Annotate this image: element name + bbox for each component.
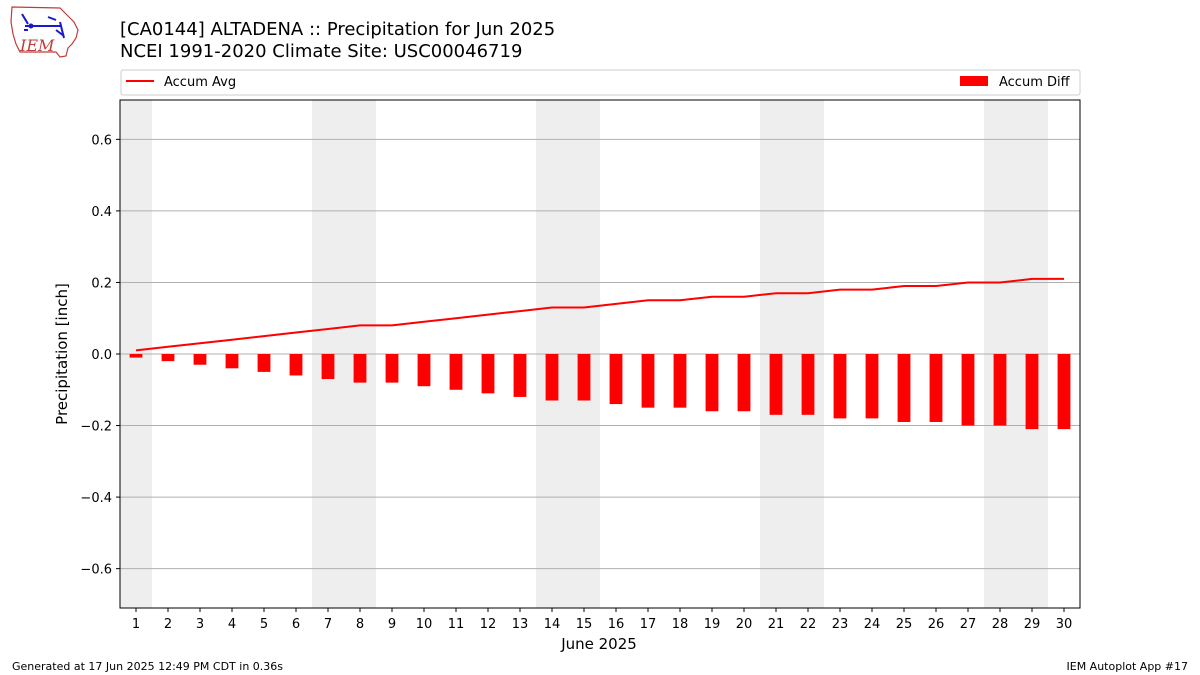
accum-diff-bar — [545, 354, 559, 401]
y-tick-label: 0.6 — [91, 133, 112, 148]
accum-diff-bar — [321, 354, 335, 380]
accum-diff-bar — [641, 354, 655, 408]
accum-diff-bar — [897, 354, 911, 422]
x-tick-label: 28 — [992, 617, 1009, 632]
x-tick-label: 9 — [388, 617, 396, 632]
x-axis-label: June 2025 — [560, 635, 637, 653]
accum-diff-bar — [737, 354, 751, 412]
x-tick-label: 26 — [928, 617, 945, 632]
accum-diff-bar — [257, 354, 271, 372]
x-tick-label: 18 — [672, 617, 689, 632]
x-tick-label: 17 — [640, 617, 657, 632]
x-tick-label: 10 — [416, 617, 433, 632]
iem-logo: IEM — [10, 6, 79, 58]
grid-lines — [120, 138, 1080, 570]
accum-diff-bar — [673, 354, 687, 408]
footer-generated: Generated at 17 Jun 2025 12:49 PM CDT in… — [12, 660, 283, 673]
x-tick-label: 12 — [480, 617, 497, 632]
x-tick-label: 14 — [544, 617, 561, 632]
y-tick-label: 0.0 — [91, 348, 112, 363]
chart-subtitle: NCEI 1991-2020 Climate Site: USC00046719 — [120, 41, 522, 62]
accum-diff-bar — [609, 354, 623, 405]
accum-diff-bar — [513, 354, 527, 397]
accum-diff-bar — [577, 354, 591, 401]
legend: Accum Avg Accum Diff — [120, 69, 1081, 96]
legend-bar-swatch — [960, 76, 988, 86]
accum-diff-bar — [129, 354, 143, 358]
x-tick-label: 30 — [1056, 617, 1073, 632]
legend-bar-label: Accum Diff — [999, 75, 1071, 90]
accum-diff-bar — [417, 354, 431, 387]
accum-diff-bar — [193, 354, 207, 365]
logo-text: IEM — [19, 36, 55, 55]
accum-diff-bar — [1057, 354, 1071, 430]
legend-line-label: Accum Avg — [164, 75, 236, 90]
y-tick-label: −0.4 — [80, 491, 112, 506]
y-tick-label: −0.2 — [80, 420, 112, 435]
x-tick-label: 4 — [228, 617, 236, 632]
y-tick-label: −0.6 — [80, 563, 112, 578]
accum-diff-bar — [353, 354, 367, 383]
y-axis-label: Precipitation [inch] — [53, 283, 71, 425]
x-tick-label: 19 — [704, 617, 721, 632]
x-tick-label: 7 — [324, 617, 332, 632]
x-tick-label: 13 — [512, 617, 529, 632]
accum-diff-bar — [769, 354, 783, 415]
y-tick-label: 0.2 — [91, 276, 112, 291]
x-axis-ticks: 1 2 3 4 5 6 7 8 9 10 11 12 13 14 15 16 17 18 19 20 21 22 23 24 2… — [132, 608, 1072, 632]
y-tick-label: 0.4 — [91, 205, 112, 220]
accum-diff-bar — [161, 354, 175, 362]
accum-diff-bar — [481, 354, 495, 394]
accum-diff-bar — [1025, 354, 1039, 430]
x-tick-label: 16 — [608, 617, 625, 632]
footer-app: IEM Autoplot App #17 — [1067, 660, 1189, 673]
x-tick-label: 22 — [800, 617, 817, 632]
x-tick-label: 6 — [292, 617, 300, 632]
accum-diff-bar — [705, 354, 719, 412]
accum-diff-bar — [929, 354, 943, 422]
accum-diff-bar — [385, 354, 399, 383]
accum-diff-bar — [225, 354, 239, 369]
accum-diff-bar — [993, 354, 1007, 426]
x-tick-label: 3 — [196, 617, 204, 632]
accum-diff-bar — [801, 354, 815, 415]
x-tick-label: 5 — [260, 617, 268, 632]
accum-avg-line — [135, 277, 1064, 352]
x-tick-label: 20 — [736, 617, 753, 632]
accum-diff-bar — [289, 354, 303, 376]
accum-diff-bar — [961, 354, 975, 426]
x-tick-label: 23 — [832, 617, 849, 632]
accum-diff-bar — [865, 354, 879, 419]
legend-frame — [120, 69, 1081, 96]
x-tick-label: 15 — [576, 617, 593, 632]
x-tick-label: 1 — [132, 617, 140, 632]
x-tick-label: 24 — [864, 617, 881, 632]
y-axis-ticks: 0.6 0.4 0.2 0.0 −0.2 −0.4 −0.6 — [80, 133, 120, 578]
x-tick-label: 2 — [164, 617, 172, 632]
x-tick-label: 27 — [960, 617, 977, 632]
accum-diff-bar — [449, 354, 463, 390]
chart-title: [CA0144] ALTADENA :: Precipitation for J… — [120, 19, 555, 40]
x-tick-label: 11 — [448, 617, 465, 632]
accum-diff-bar — [833, 354, 847, 419]
x-tick-label: 25 — [896, 617, 913, 632]
x-tick-label: 21 — [768, 617, 785, 632]
x-tick-label: 29 — [1024, 617, 1041, 632]
accum-diff-bars — [129, 354, 1071, 430]
x-tick-label: 8 — [356, 617, 364, 632]
